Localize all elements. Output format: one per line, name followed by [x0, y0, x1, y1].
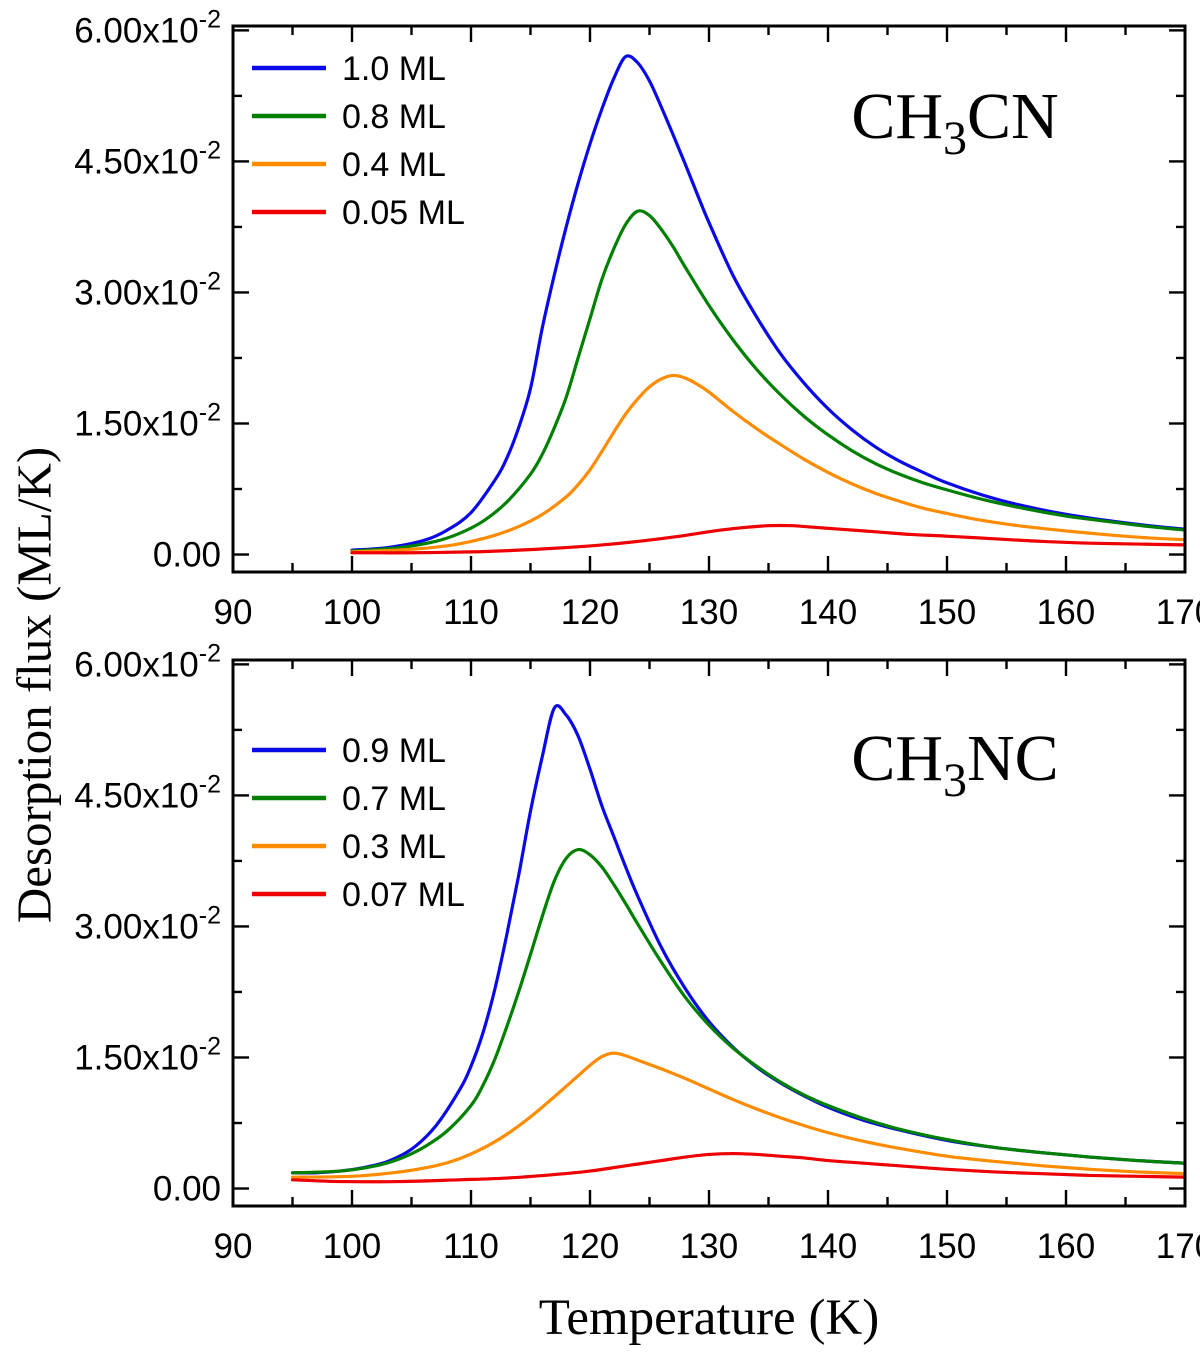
legend-label: 1.0 ML [342, 50, 446, 88]
curve-0.7-ml [290, 847, 1184, 1175]
legend-label: 0.3 ML [342, 828, 446, 866]
panel-title: CH3CN [851, 80, 1058, 165]
y-tick-label: 1.50x10-2 [74, 1032, 221, 1077]
x-tick-label: 90 [214, 593, 253, 632]
x-tick-label: 160 [1037, 593, 1095, 632]
curve-0.05-ml [350, 523, 1184, 555]
legend-label: 0.07 ML [342, 876, 465, 914]
y-axis-title: Desorption flux (ML/K) [6, 446, 62, 924]
chart-panel-ch3nc: 90 100 110 120 130 140 150 160 170 0.00 1.50x10-2 3… [74, 639, 1200, 1266]
x-tick-label: 120 [561, 593, 619, 632]
x-tick-label: 100 [323, 593, 381, 632]
y-tick-label: 4.50x10-2 [74, 770, 221, 815]
x-tick-label: 170 [1156, 593, 1200, 632]
curve-0.07-ml [290, 1151, 1184, 1184]
x-tick-label: 100 [323, 1227, 381, 1266]
x-tick-label: 140 [799, 593, 857, 632]
curve-1.0-ml [350, 54, 1184, 552]
chart-panel-ch3cn: 90 100 110 120 130 140 150 160 170 0.00 1.50x10-2 3… [74, 5, 1200, 632]
legend-label: 0.9 ML [342, 732, 446, 770]
y-tick-label: 6.00x10-2 [74, 639, 221, 684]
x-axis-title: Temperature (K) [538, 1290, 880, 1346]
y-tick-label: 6.00x10-2 [74, 5, 221, 50]
x-tick-label: 130 [680, 593, 738, 632]
legend-label: 0.8 ML [342, 98, 446, 136]
x-tick-label: 150 [918, 593, 976, 632]
panel-title: CH3NC [851, 722, 1058, 807]
legend-label: 0.7 ML [342, 780, 446, 818]
x-tick-label: 140 [799, 1227, 857, 1266]
x-tick-label: 150 [918, 1227, 976, 1266]
y-tick-label: 3.00x10-2 [74, 267, 221, 312]
legend-label: 0.4 ML [342, 146, 446, 184]
x-tick-label: 120 [561, 1227, 619, 1266]
curves-group [350, 54, 1184, 555]
y-tick-label: 0.00 [153, 536, 221, 575]
y-tick-label: 3.00x10-2 [74, 901, 221, 946]
x-tick-label: 90 [214, 1227, 253, 1266]
curve-0.8-ml [350, 209, 1184, 553]
curve-0.3-ml [290, 1051, 1184, 1179]
x-tick-label: 110 [443, 593, 499, 632]
x-tick-label: 170 [1156, 1227, 1200, 1266]
tick-marks [231, 660, 1187, 1206]
x-tick-label: 130 [680, 1227, 738, 1266]
legend-label: 0.05 ML [342, 194, 465, 232]
tick-marks [231, 26, 1187, 572]
y-tick-label: 0.00 [153, 1170, 221, 1209]
x-tick-label: 160 [1037, 1227, 1095, 1266]
y-tick-label: 4.50x10-2 [74, 136, 221, 181]
curve-0.4-ml [350, 373, 1184, 554]
curves-group [290, 703, 1184, 1184]
x-tick-label: 110 [443, 1227, 499, 1266]
y-tick-label: 1.50x10-2 [74, 398, 221, 443]
